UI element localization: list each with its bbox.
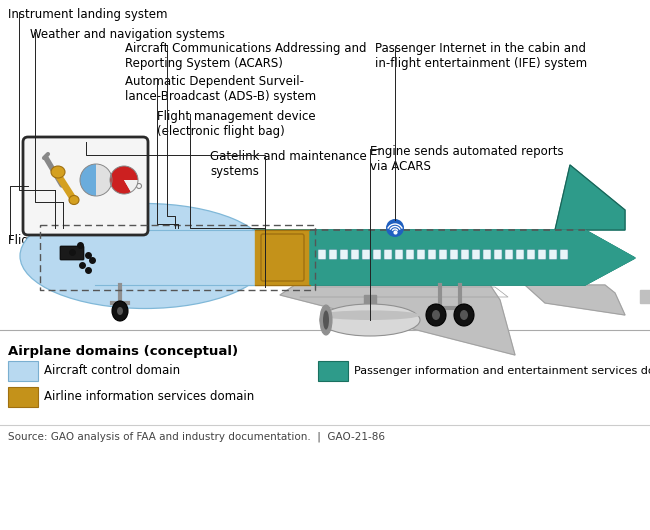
Ellipse shape: [320, 311, 420, 320]
FancyBboxPatch shape: [461, 250, 469, 260]
Polygon shape: [640, 290, 650, 303]
FancyBboxPatch shape: [527, 250, 535, 260]
Polygon shape: [35, 230, 635, 286]
Ellipse shape: [454, 304, 474, 326]
Ellipse shape: [323, 311, 329, 330]
Wedge shape: [124, 180, 138, 192]
Ellipse shape: [112, 301, 128, 321]
Polygon shape: [364, 295, 376, 304]
Text: Aircraft Communications Addressing and
Reporting System (ACARS): Aircraft Communications Addressing and R…: [125, 42, 367, 70]
Text: Airline information services domain: Airline information services domain: [44, 391, 254, 403]
Text: Passenger Internet in the cabin and
in-flight entertainment (IFE) system: Passenger Internet in the cabin and in-f…: [375, 42, 587, 70]
FancyBboxPatch shape: [560, 250, 568, 260]
Ellipse shape: [20, 204, 270, 308]
Ellipse shape: [69, 196, 79, 205]
FancyBboxPatch shape: [472, 250, 480, 260]
Polygon shape: [255, 230, 310, 285]
Text: Flight management system (FMS): Flight management system (FMS): [8, 234, 208, 247]
FancyBboxPatch shape: [362, 250, 370, 260]
FancyBboxPatch shape: [8, 361, 38, 381]
Polygon shape: [95, 230, 255, 285]
Polygon shape: [555, 165, 625, 230]
FancyBboxPatch shape: [549, 250, 557, 260]
Ellipse shape: [51, 166, 65, 178]
FancyBboxPatch shape: [505, 250, 513, 260]
FancyBboxPatch shape: [538, 250, 546, 260]
FancyBboxPatch shape: [483, 250, 491, 260]
Text: Engine sends automated reports
via ACARS: Engine sends automated reports via ACARS: [370, 145, 564, 173]
FancyBboxPatch shape: [329, 250, 337, 260]
FancyBboxPatch shape: [318, 361, 348, 381]
Wedge shape: [110, 166, 138, 194]
FancyBboxPatch shape: [450, 250, 458, 260]
FancyBboxPatch shape: [417, 250, 425, 260]
Text: Gatelink and maintenance
systems: Gatelink and maintenance systems: [210, 150, 367, 178]
Text: Airplane domains (conceptual): Airplane domains (conceptual): [8, 345, 238, 358]
FancyBboxPatch shape: [340, 250, 348, 260]
Ellipse shape: [386, 219, 404, 237]
Ellipse shape: [117, 307, 123, 315]
Text: Source: GAO analysis of FAA and industry documentation.  |  GAO-21-86: Source: GAO analysis of FAA and industry…: [8, 432, 385, 443]
FancyBboxPatch shape: [8, 387, 38, 407]
Text: Automatic Dependent Surveil-
lance-Broadcast (ADS-B) system: Automatic Dependent Surveil- lance-Broad…: [125, 75, 316, 103]
FancyBboxPatch shape: [494, 250, 502, 260]
FancyBboxPatch shape: [428, 250, 436, 260]
Text: Instrument landing system: Instrument landing system: [8, 8, 168, 21]
FancyBboxPatch shape: [384, 250, 392, 260]
FancyBboxPatch shape: [516, 250, 524, 260]
Polygon shape: [310, 230, 635, 285]
FancyBboxPatch shape: [395, 250, 403, 260]
Text: Passenger information and entertainment services domain: Passenger information and entertainment …: [354, 366, 650, 376]
Ellipse shape: [320, 305, 332, 335]
Ellipse shape: [320, 304, 420, 336]
FancyBboxPatch shape: [439, 250, 447, 260]
Polygon shape: [280, 285, 515, 355]
FancyBboxPatch shape: [351, 250, 359, 260]
FancyBboxPatch shape: [318, 250, 326, 260]
Ellipse shape: [426, 304, 446, 326]
Ellipse shape: [432, 310, 440, 320]
Text: Aircraft control domain: Aircraft control domain: [44, 365, 180, 377]
Wedge shape: [96, 164, 112, 196]
FancyBboxPatch shape: [60, 246, 84, 260]
Ellipse shape: [460, 310, 468, 320]
FancyBboxPatch shape: [373, 250, 381, 260]
Wedge shape: [80, 164, 96, 196]
FancyBboxPatch shape: [23, 137, 148, 235]
Text: Weather and navigation systems: Weather and navigation systems: [30, 28, 225, 41]
Text: Flight management device
(electronic flight bag): Flight management device (electronic fli…: [157, 110, 316, 138]
FancyBboxPatch shape: [406, 250, 414, 260]
Polygon shape: [525, 285, 625, 315]
